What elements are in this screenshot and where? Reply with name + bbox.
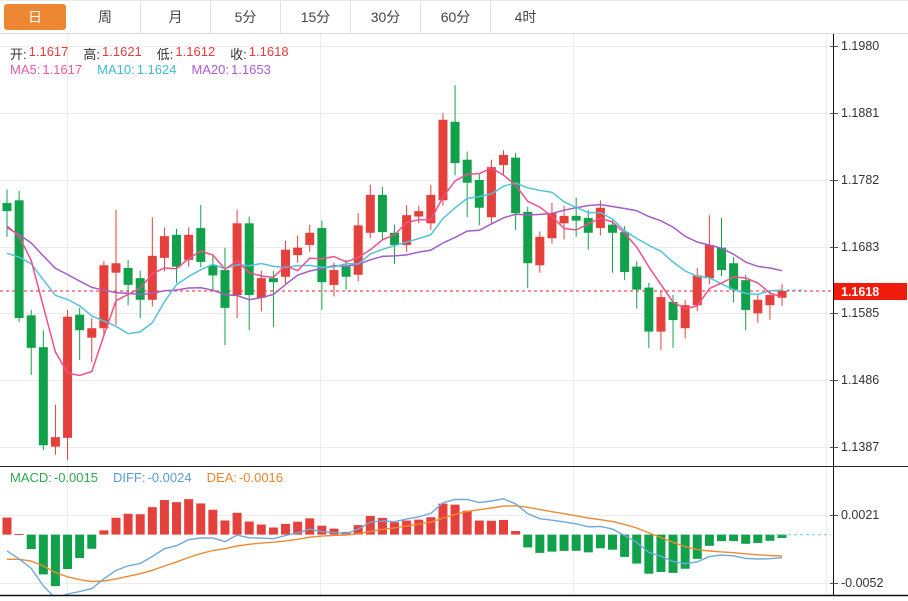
macd-tick-label: -0.0052: [841, 576, 884, 591]
tab-60min[interactable]: 60分: [420, 1, 490, 33]
open-label: 开:: [10, 47, 27, 62]
dea-label: DEA:: [206, 470, 237, 485]
dea-group: DEA: -0.0016: [207, 470, 283, 485]
macd-legend: MACD: -0.0015 DIFF: -0.0024 DEA: -0.0016: [10, 470, 283, 485]
close-label: 收:: [230, 47, 247, 62]
low-value: 1.1612: [175, 44, 216, 59]
tab-5min[interactable]: 5分: [210, 1, 280, 33]
price-tick-label: 1.1387: [841, 440, 880, 455]
low-label: 低:: [156, 47, 174, 62]
price-tick-label: 1.1585: [841, 306, 880, 321]
ma10-group: MA10: 1.1624: [97, 62, 176, 77]
tab-15min-label: 15分: [300, 9, 331, 25]
tab-month[interactable]: 月: [140, 1, 210, 33]
diff-group: DIFF: -0.0024: [113, 470, 192, 485]
tab-week[interactable]: 周: [70, 1, 140, 33]
tab-30min-label: 30分: [370, 9, 401, 25]
tab-60min-label: 60分: [440, 9, 471, 25]
high-group: 高: 1.1621: [83, 44, 141, 63]
open-value: 1.1617: [28, 44, 69, 59]
ma20-group: MA20: 1.1653: [191, 62, 270, 77]
ma10-value: 1.1624: [136, 62, 177, 77]
price-tick-label: 1.1881: [841, 106, 880, 120]
price-tick-label: 1.1782: [841, 173, 880, 187]
macd-tick-label: 0.0021: [841, 508, 880, 523]
tab-4hour[interactable]: 4时: [490, 1, 560, 33]
ma5-label: MA5:: [10, 62, 41, 77]
tab-week-label: 周: [98, 9, 112, 25]
price-tick-label: 1.1980: [841, 39, 880, 53]
diff-label: DIFF:: [112, 470, 146, 485]
timeframe-tabbar: 日 周 月 5分 15分 30分 60分 4时: [0, 0, 908, 34]
macd-value: -0.0015: [53, 470, 98, 485]
ma5-value: 1.1617: [42, 62, 83, 77]
high-label: 高:: [83, 47, 101, 62]
tab-4hour-label: 4时: [514, 9, 537, 25]
high-value: 1.1621: [102, 44, 142, 59]
tab-15min[interactable]: 15分: [280, 1, 350, 33]
diff-value: -0.0024: [147, 470, 192, 485]
ma5-group: MA5: 1.1617: [10, 62, 82, 77]
price-tick-label: 1.1683: [841, 240, 880, 254]
ma-legend: MA5: 1.1617 MA10: 1.1624 MA20: 1.1653: [10, 62, 271, 77]
ma20-value: 1.1653: [231, 62, 271, 77]
macd-label: MACD:: [10, 470, 52, 485]
tab-day-label: 日: [28, 9, 42, 25]
macd-group: MACD: -0.0015: [10, 470, 98, 485]
tab-month-label: 月: [168, 9, 183, 25]
tab-30min[interactable]: 30分: [350, 1, 420, 33]
tab-day[interactable]: 日: [4, 4, 66, 30]
current-price-badge: 1.1618: [834, 283, 907, 300]
close-group: 收: 1.1618: [230, 44, 288, 63]
open-group: 开: 1.1617: [10, 44, 68, 63]
ohlc-legend: 开: 1.1617 高: 1.1621 低: 1.1612 收: 1.1618: [10, 44, 289, 63]
ma10-label: MA10:: [97, 62, 135, 77]
price-tick-label: 1.1486: [841, 373, 880, 388]
tab-5min-label: 5分: [234, 9, 257, 25]
low-group: 低: 1.1612: [157, 44, 215, 63]
ma20-label: MA20:: [191, 62, 230, 77]
close-value: 1.1618: [248, 44, 289, 59]
dea-value: -0.0016: [238, 470, 284, 485]
